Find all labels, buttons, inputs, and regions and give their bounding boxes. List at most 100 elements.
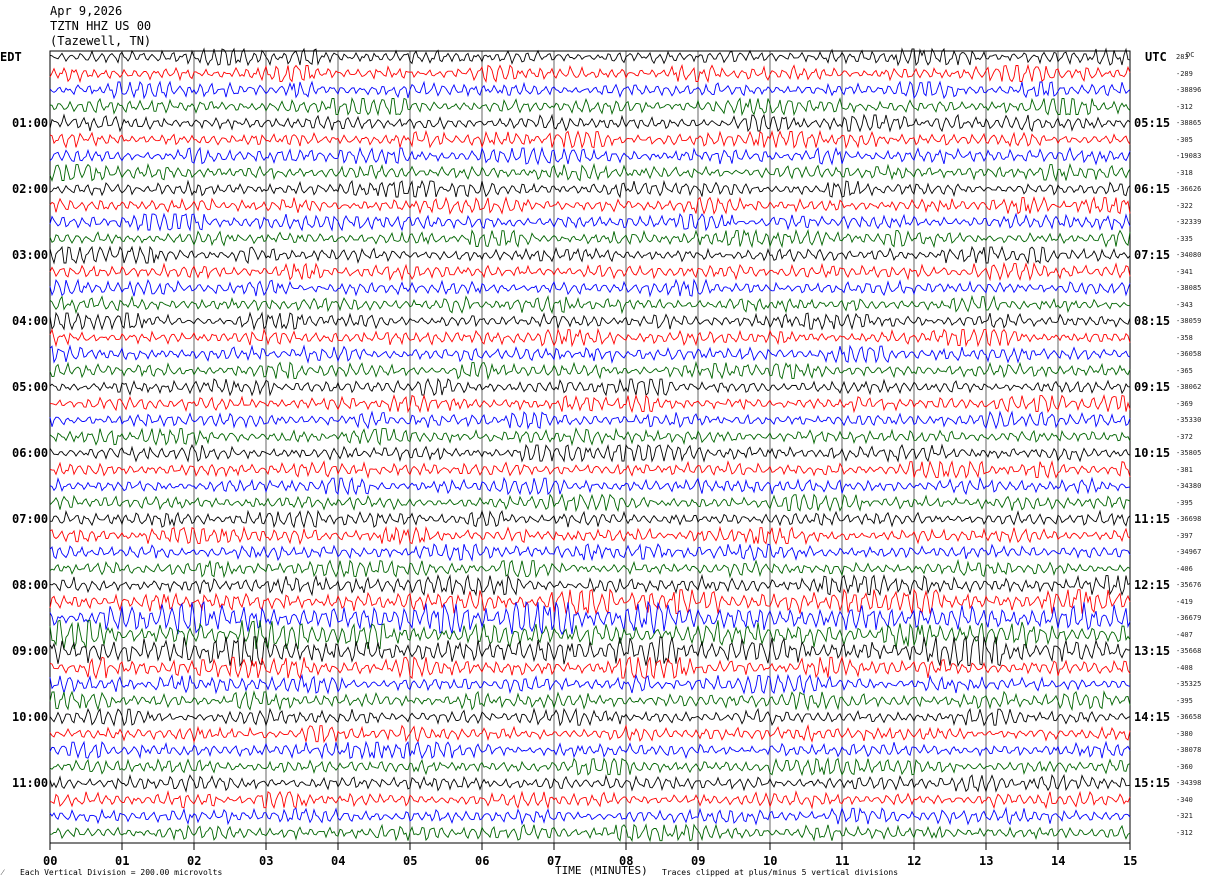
right-hour-label: 10:15: [1134, 446, 1171, 461]
scale-note: Each Vertical Division = 200.00 microvol…: [20, 868, 223, 877]
trace-line: [49, 393, 1131, 414]
trace-line: [49, 635, 1130, 668]
trace-line: [49, 146, 1131, 166]
trace-line: [49, 377, 1131, 397]
trace-line: [49, 673, 1131, 695]
trace-line: [49, 443, 1131, 463]
trace-line: [49, 212, 1131, 232]
trace-line: [49, 790, 1131, 810]
trace-line: [49, 476, 1131, 496]
dc-offset-label: -38059: [1176, 317, 1202, 326]
trace-line: [49, 162, 1131, 183]
right-hour-label: 13:15: [1134, 644, 1171, 659]
trace-line: [49, 80, 1131, 100]
right-hour-label: 12:15: [1134, 578, 1171, 593]
left-timezone-label: EDT: [0, 50, 22, 64]
dc-offset-label: -335: [1176, 234, 1193, 243]
trace-line: [49, 261, 1131, 282]
dc-offset-label: -312: [1176, 828, 1193, 837]
trace-line: [49, 619, 1131, 650]
left-hour-label: 04:00: [12, 314, 49, 329]
dc-offset-label: -372: [1176, 432, 1193, 441]
trace-line: [49, 294, 1131, 315]
trace-line: [49, 543, 1131, 562]
trace-line: [49, 756, 1131, 777]
trace-line: [49, 600, 1131, 636]
dc-offset-label: -19083: [1176, 152, 1202, 161]
trace-line: [49, 690, 1131, 712]
dc-offset-label: -321: [1176, 812, 1193, 821]
x-tick-label: 05: [403, 854, 418, 868]
dc-offset-label: -407: [1176, 630, 1193, 639]
x-tick-label: 09: [691, 854, 706, 868]
clip-note: Traces clipped at plus/minus 5 vertical …: [662, 868, 899, 877]
dc-offset-label: -36679: [1176, 614, 1202, 623]
station-label: TZTN HHZ US 00: [50, 19, 152, 33]
right-timezone-label: UTC: [1145, 50, 1167, 64]
dc-offset-label: -419: [1176, 597, 1193, 606]
dc-offset-label: -340: [1176, 795, 1193, 804]
x-tick-label: 01: [115, 854, 130, 868]
date-label: Apr 9,2026: [50, 4, 123, 18]
dc-offset-label: 283: [1176, 53, 1189, 61]
dc-offset-label: -34398: [1176, 779, 1202, 788]
x-axis-title: TIME (MINUTES): [555, 864, 648, 877]
trace-line: [49, 344, 1131, 364]
dc-offset-label: -36698: [1176, 515, 1202, 524]
dc-offset-label: -38085: [1176, 284, 1202, 293]
trace-line: [49, 509, 1131, 529]
trace-line: [49, 806, 1131, 826]
x-tick-label: 11: [835, 854, 850, 868]
dc-offset-label: -38078: [1176, 746, 1202, 755]
dc-offset-label: -397: [1176, 531, 1193, 540]
x-tick-label: 07: [547, 854, 562, 868]
right-hour-label: 09:15: [1134, 380, 1171, 395]
dc-offset-label: -360: [1176, 762, 1193, 771]
trace-line: [49, 245, 1131, 265]
trace-line: [49, 588, 1131, 616]
trace-line: [49, 655, 1131, 680]
trace-line: [49, 707, 1131, 727]
dc-offset-label: -395: [1176, 696, 1193, 705]
dc-offset-label: -32339: [1176, 218, 1202, 227]
trace-line: [49, 558, 1131, 579]
location-label: (Tazewell, TN): [50, 34, 152, 48]
trace-line: [49, 823, 1131, 843]
left-hour-label: 11:00: [12, 776, 49, 791]
left-hour-label: 10:00: [12, 710, 49, 725]
dc-offset-label: -343: [1176, 300, 1193, 309]
trace-line: [49, 113, 1131, 133]
trace-line: [49, 96, 1131, 117]
left-hour-label: 03:00: [12, 248, 49, 263]
right-hour-label: 11:15: [1134, 512, 1171, 527]
dc-offset-label: -34380: [1176, 482, 1202, 491]
trace-line: [49, 493, 1131, 513]
trace-line: [49, 47, 1131, 67]
trace-line: [49, 525, 1131, 546]
dc-offset-label: -365: [1176, 366, 1193, 375]
dc-offset-label: -38062: [1176, 383, 1202, 392]
x-tick-label: 14: [1051, 854, 1066, 868]
dc-offset-label: -36626: [1176, 185, 1202, 194]
left-hour-label: 01:00: [12, 116, 49, 131]
trace-line: [49, 773, 1131, 793]
x-tick-label: 08: [619, 854, 634, 868]
dc-offset-label: -395: [1176, 498, 1193, 507]
left-hour-label: 05:00: [12, 380, 49, 395]
dc-offset-label: -341: [1176, 267, 1193, 276]
right-hour-label: 05:15: [1134, 116, 1171, 131]
right-hour-label: 06:15: [1134, 182, 1171, 197]
dc-offset-label: -35676: [1176, 581, 1202, 590]
trace-line: [49, 427, 1131, 447]
dc-offset-label: -358: [1176, 333, 1193, 342]
x-tick-label: 10: [763, 854, 778, 868]
dc-offset-label: -36658: [1176, 713, 1202, 722]
dc-offset-label: -34967: [1176, 548, 1202, 557]
trace-line: [49, 740, 1131, 760]
trace-line: [49, 573, 1131, 597]
trace-line: [49, 129, 1131, 150]
left-hour-label: 02:00: [12, 182, 49, 197]
x-tick-label: 06: [475, 854, 490, 868]
trace-line: [49, 196, 1131, 215]
